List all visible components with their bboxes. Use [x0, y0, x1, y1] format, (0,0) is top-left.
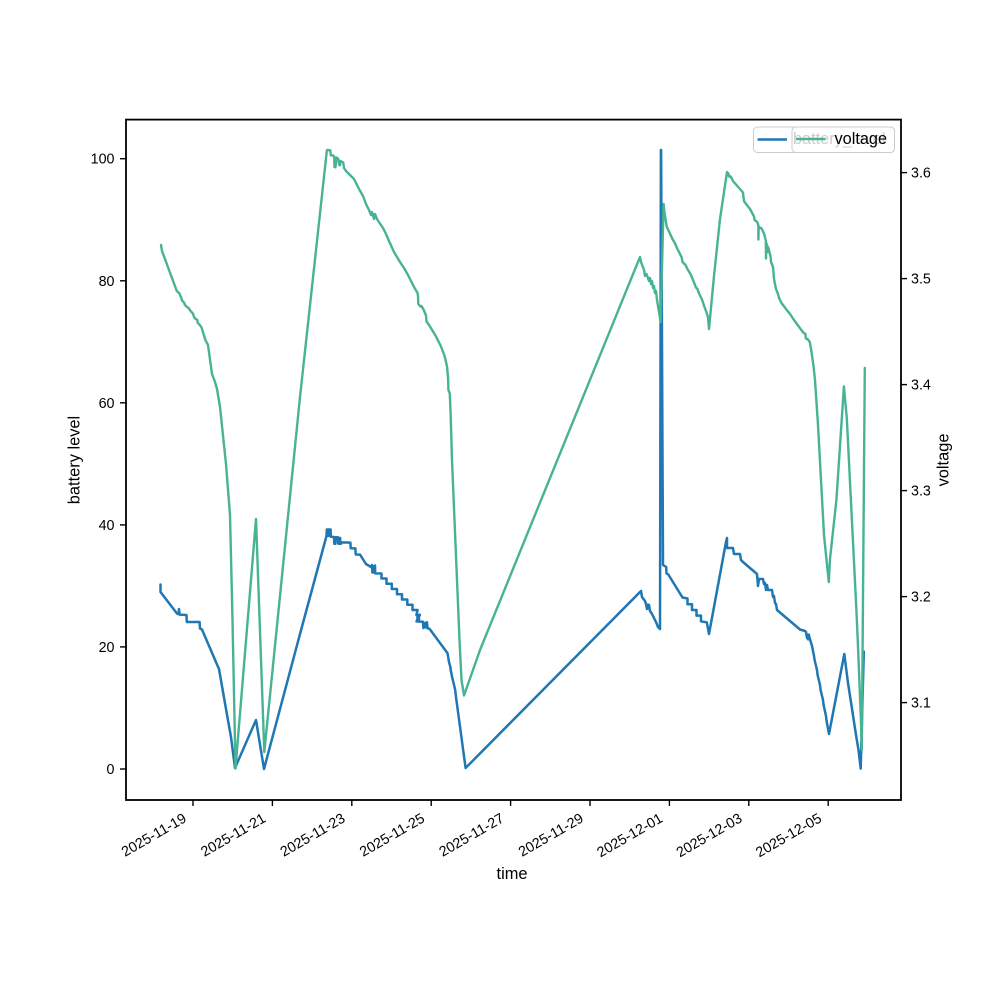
svg-text:100: 100 — [91, 152, 115, 168]
svg-text:3.2: 3.2 — [911, 590, 931, 606]
svg-text:time: time — [497, 865, 528, 883]
svg-text:voltage: voltage — [835, 130, 888, 148]
svg-text:20: 20 — [99, 640, 115, 656]
svg-text:battery level: battery level — [66, 416, 84, 504]
svg-text:3.3: 3.3 — [911, 484, 931, 500]
svg-text:3.5: 3.5 — [911, 272, 931, 288]
svg-text:voltage: voltage — [935, 434, 953, 487]
svg-text:60: 60 — [99, 396, 115, 412]
svg-text:0: 0 — [107, 762, 115, 778]
svg-text:40: 40 — [99, 518, 115, 534]
svg-text:3.1: 3.1 — [911, 696, 931, 712]
svg-text:3.6: 3.6 — [911, 166, 931, 182]
svg-text:80: 80 — [99, 274, 115, 290]
svg-text:3.4: 3.4 — [911, 378, 931, 394]
